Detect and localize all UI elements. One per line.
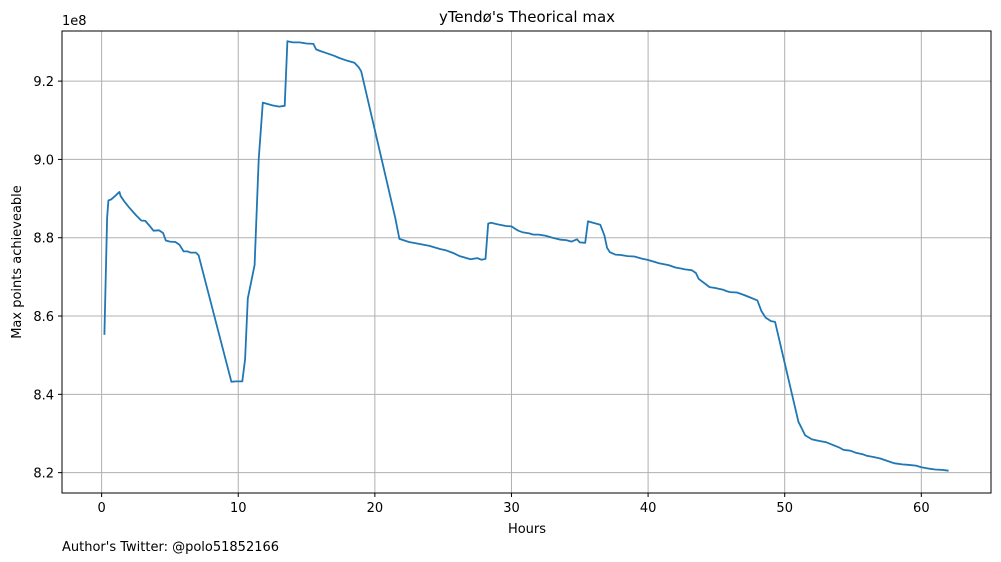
x-tick-label: 40 xyxy=(640,501,657,516)
y-tick-label: 8.2 xyxy=(33,467,54,482)
grid xyxy=(62,31,991,493)
y-tick-label: 9.2 xyxy=(33,75,54,90)
x-tick-label: 60 xyxy=(913,501,930,516)
x-tick-label: 10 xyxy=(230,501,247,516)
series-line xyxy=(103,40,949,472)
author-footer: Author's Twitter: @polo51852166 xyxy=(62,540,279,555)
x-axis: 0 10 20 30 40 50 60 xyxy=(97,493,930,516)
chart-title: yTendø's Theorical max xyxy=(439,8,615,26)
x-tick-label: 30 xyxy=(503,501,520,516)
x-tick-label: 0 xyxy=(97,501,105,516)
y-offset-label: 1e8 xyxy=(62,14,87,29)
y-tick-label: 8.8 xyxy=(33,232,54,247)
y-tick-label: 8.6 xyxy=(33,310,54,325)
plot-area xyxy=(103,40,949,472)
x-tick-label: 50 xyxy=(776,501,793,516)
y-axis: 8.2 8.4 8.6 8.8 9.0 9.2 xyxy=(33,75,62,482)
plot-frame xyxy=(61,30,992,494)
y-tick-label: 8.4 xyxy=(33,388,54,403)
x-tick-label: 20 xyxy=(367,501,384,516)
y-axis-label: Max points achieveable xyxy=(10,185,25,339)
x-axis-label: Hours xyxy=(508,522,546,537)
y-tick-label: 9.0 xyxy=(33,153,54,168)
